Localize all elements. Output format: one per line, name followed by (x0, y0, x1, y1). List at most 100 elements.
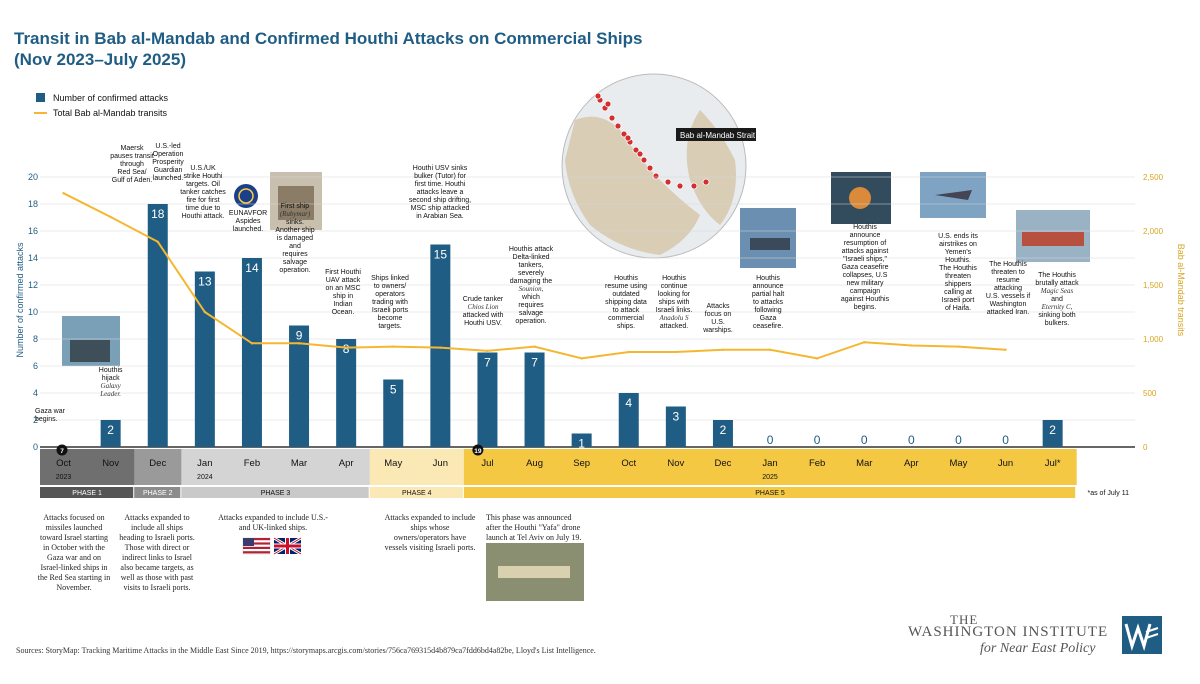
annotation-line: targets. Oil (186, 181, 220, 188)
annotation-line: attacks leave a (417, 189, 464, 196)
annotation-line: first time. Houthi (415, 181, 466, 188)
phase-label: PHASE 5 (755, 490, 785, 497)
date-marker-label: 7 (60, 448, 64, 455)
map-attack-dot (632, 146, 640, 154)
phase-label: PHASE 1 (72, 490, 102, 497)
annotation-line: Israeli port (942, 297, 975, 304)
photo-fighter-jet (920, 172, 986, 218)
x-tick-label: Jul (481, 458, 493, 469)
annotation-line: U.S./UK (190, 165, 216, 172)
x-tick-label: Aug (526, 458, 543, 469)
x-tick-label: Nov (667, 458, 684, 469)
annotation-line: of Haifa. (945, 305, 971, 312)
x-tick-label: Jan (762, 458, 777, 469)
bar (477, 352, 498, 447)
x-tick-label: Jun (998, 458, 1013, 469)
annotation-line: fire for first (186, 197, 219, 204)
bar-value-label: 2 (1049, 423, 1056, 437)
bar (618, 393, 639, 447)
x-tick-label: Nov (102, 458, 119, 469)
annotation-line: (Rubymar) (280, 210, 311, 218)
y-tick-label: 14 (28, 253, 38, 263)
bar-value-label: 18 (151, 207, 165, 221)
x-tick-label: Mar (856, 458, 872, 469)
map-attack-dot (664, 178, 672, 186)
annotation-line: is damaged (277, 235, 313, 242)
y-tick-label: 2 (33, 415, 38, 425)
annotation-line: brutally attack (1035, 280, 1079, 287)
annotation-line: Delta-linked (513, 254, 550, 261)
annotation-line: severely (518, 270, 545, 277)
annotation-line: resume (996, 277, 1019, 284)
legend-bar-label: Number of confirmed attacks (53, 93, 169, 103)
map-attack-dot (652, 172, 660, 180)
transits-point (910, 344, 913, 347)
bar-value-label: 9 (296, 329, 303, 343)
x-tick-label: Sep (573, 458, 590, 469)
annotation-line: collapses, U.S (843, 272, 888, 279)
bar (1042, 420, 1063, 447)
transits-point (109, 215, 112, 219)
annotation-line: First ship (281, 203, 310, 210)
transits-point (1004, 348, 1007, 351)
bar-value-label: 4 (625, 396, 632, 410)
bar-value-label: 3 (673, 410, 680, 424)
bar-value-label: 2 (720, 423, 727, 437)
annotation-line: strike Houthi (184, 173, 223, 180)
phase-bar (134, 487, 181, 498)
annotation-line: U.S. vessels if (986, 293, 1030, 300)
annotation-line: Gulf of Aden. (112, 177, 153, 184)
annotation-line: shippers (945, 281, 972, 288)
annotation-line: airstrikes on (939, 241, 977, 248)
legend-line-label: Total Bab al-Mandab transits (53, 108, 168, 118)
annotation-line: ships with (659, 299, 690, 306)
annotation-line: trading with (372, 299, 408, 306)
annotation-line: campaign (850, 288, 880, 295)
annotation-line: Houthi USV. (464, 320, 502, 327)
transits-point (439, 346, 442, 349)
date-marker (472, 444, 484, 456)
bar-value-label: 0 (908, 433, 915, 447)
annotation-line: new military (847, 280, 884, 287)
x-tick-label: Oct (621, 458, 636, 469)
bar-value-label: 5 (390, 383, 397, 397)
legend-bar-swatch (36, 93, 45, 102)
phase-label: PHASE 3 (261, 490, 291, 497)
x-tick-label: Jan (197, 458, 212, 469)
annotation-line: Red Sea/ (117, 169, 146, 176)
annotation-line: Sounion, (519, 285, 544, 293)
transits-point (768, 348, 772, 351)
annotation-line: operators (375, 291, 405, 298)
phase-bar (40, 487, 134, 498)
x-tick-label: Feb (244, 458, 260, 469)
annotation-line: ships. (617, 323, 635, 330)
x-axis-band (934, 449, 983, 485)
y-axis-title: Number of confirmed attacks (15, 242, 25, 358)
annotation-line: Israeli ports (372, 307, 409, 314)
x-tick-label: Mar (291, 458, 307, 469)
bar-value-label: 0 (767, 433, 774, 447)
x-tick-label: Dec (714, 458, 731, 469)
x-axis-band (652, 449, 700, 485)
annotation-line: Leader. (99, 390, 121, 398)
annotation-line: Houthis (853, 224, 877, 231)
transits-point (721, 348, 725, 351)
annotation-line: Galaxy (101, 382, 122, 390)
x-axis-band (322, 449, 371, 485)
x-axis-band (699, 449, 747, 485)
footnote: *as of July 11 (1087, 490, 1129, 497)
annotation-line: on an MSC (325, 285, 360, 292)
phase-bar (463, 487, 1076, 498)
annotation-line: Ocean. (332, 309, 355, 316)
title-line-1: Transit in Bab al-Mandab and Confirmed H… (14, 29, 643, 48)
annotation-line: threaten to (991, 269, 1025, 276)
annotation-line: attacked with (463, 312, 504, 319)
x-axis-band (87, 449, 135, 485)
uk-flag-icon (273, 536, 302, 556)
phase-2-description: Attacks expanded to include all ships he… (119, 513, 195, 592)
map-attack-dot (624, 134, 632, 142)
year-label: 2025 (762, 474, 778, 481)
annotation-line: requires (282, 251, 308, 258)
annotation-line: attacks against (842, 248, 889, 255)
